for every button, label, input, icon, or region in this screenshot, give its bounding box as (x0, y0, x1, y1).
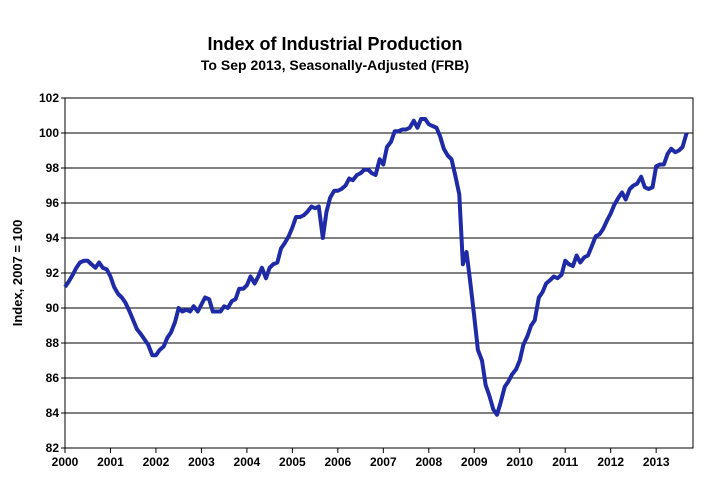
y-tick-label: 82 (46, 441, 60, 455)
y-tick-label: 96 (46, 196, 60, 210)
y-tick-label: 102 (39, 91, 59, 105)
y-tick-label: 92 (46, 266, 60, 280)
x-tick-label: 2009 (461, 455, 488, 469)
x-tick-label: 2003 (188, 455, 215, 469)
x-tick-label: 2005 (279, 455, 306, 469)
data-line (63, 117, 689, 417)
x-tick-label: 2002 (143, 455, 170, 469)
y-tick-label: 84 (46, 406, 60, 420)
y-tick-label: 86 (46, 371, 60, 385)
x-tick-label: 2013 (643, 455, 670, 469)
x-tick-label: 2006 (324, 455, 351, 469)
y-tick-label: 88 (46, 336, 60, 350)
x-tick-label: 2010 (506, 455, 533, 469)
x-tick-label: 2008 (415, 455, 442, 469)
y-tick-label: 94 (46, 231, 60, 245)
x-tick-label: 2012 (597, 455, 624, 469)
y-tick-label: 100 (39, 126, 59, 140)
y-axis-label: Index, 2007 = 100 (10, 220, 25, 327)
y-tick-label: 90 (46, 301, 60, 315)
y-tick-label: 98 (46, 161, 60, 175)
x-tick-label: 2007 (370, 455, 397, 469)
chart-title: Index of Industrial Production (207, 34, 462, 54)
x-tick-label: 2011 (552, 455, 578, 469)
plot-frame (64, 97, 694, 449)
x-tick-label: 2000 (52, 455, 79, 469)
x-tick-label: 2004 (234, 455, 261, 469)
chart-subtitle: To Sep 2013, Seasonally-Adjusted (FRB) (201, 57, 469, 73)
x-tick-label: 2001 (97, 455, 124, 469)
